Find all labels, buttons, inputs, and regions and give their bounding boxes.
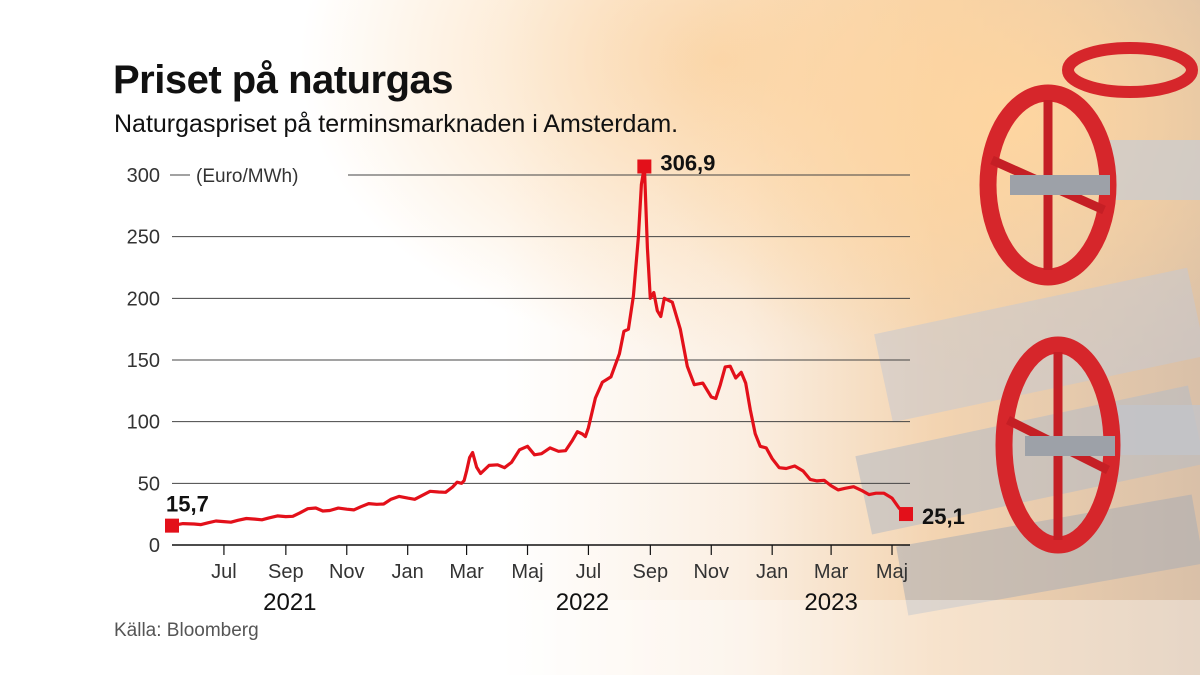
- y-tick-label: 100: [127, 412, 160, 434]
- valve-stem: [1025, 436, 1115, 456]
- x-tick-label: Jul: [211, 561, 237, 583]
- x-tick-label: Jan: [392, 561, 424, 583]
- y-tick-label: 250: [127, 227, 160, 249]
- y-tick-label: 150: [127, 350, 160, 372]
- year-label: 2023: [804, 589, 857, 616]
- pipe-shape: [896, 494, 1200, 616]
- bottom-fade: [0, 600, 1200, 675]
- y-tick-label: 200: [127, 288, 160, 310]
- annotation-marker: [637, 159, 652, 174]
- chart-grid: [170, 174, 910, 546]
- annotation-label: 306,9: [660, 150, 715, 175]
- annotation-marker: [899, 507, 913, 522]
- y-tick-label: 300: [127, 165, 160, 187]
- pipe-shape: [1100, 140, 1200, 200]
- year-labels: 2021 2022 2023: [263, 589, 858, 616]
- chart-title: Priset på naturgas: [113, 58, 454, 102]
- x-tick-label: Mar: [449, 561, 484, 583]
- x-tick-label: Nov: [693, 561, 729, 583]
- y-tick-label: 0: [149, 535, 160, 557]
- x-tick-label: Maj: [876, 561, 908, 583]
- y-unit-label: (Euro/MWh): [196, 166, 298, 187]
- series-line-natural-gas-price: [171, 164, 908, 528]
- annotation-label: 15,7: [166, 492, 209, 517]
- x-tick-label: Nov: [329, 561, 365, 583]
- x-tick-label: Sep: [268, 561, 304, 583]
- x-axis: Jul Sep Nov Jan Mar Maj Jul Sep Nov Jan Mar Maj: [211, 545, 908, 583]
- annotation-label: 25,1: [922, 504, 965, 529]
- valve-wheel-top: [1062, 42, 1198, 98]
- chart-subtitle: Naturgaspriset på terminsmarknaden i Ams…: [114, 110, 679, 138]
- year-label: 2022: [556, 589, 609, 616]
- data-annotations: 15,7 306,9 25,1: [165, 150, 965, 533]
- source-note: Källa: Bloomberg: [114, 620, 259, 641]
- y-axis: 0 50 100 150 200 250 300 (Euro/MWh): [127, 165, 299, 557]
- y-tick-label: 50: [138, 473, 160, 495]
- x-tick-label: Sep: [633, 561, 669, 583]
- pipe-shape: [1110, 405, 1200, 455]
- x-tick-label: Jul: [576, 561, 602, 583]
- year-label: 2021: [263, 589, 316, 616]
- annotation-marker: [165, 518, 179, 533]
- x-tick-label: Maj: [511, 561, 543, 583]
- valve-stem: [1010, 175, 1110, 195]
- x-tick-label: Mar: [814, 561, 849, 583]
- x-tick-label: Jan: [756, 561, 788, 583]
